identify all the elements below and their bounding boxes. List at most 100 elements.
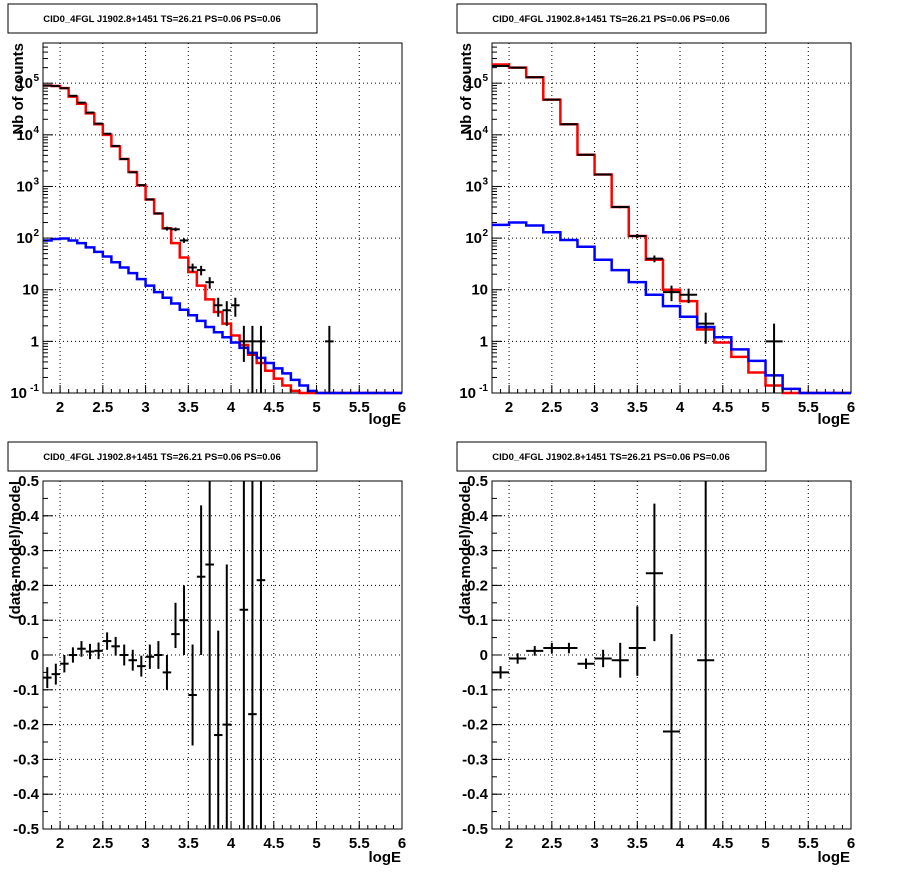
data-point bbox=[256, 481, 266, 829]
y-tick-label: 10 bbox=[16, 127, 33, 144]
y-tick-label: -0.5 bbox=[13, 821, 39, 838]
x-tick-label: 3.5 bbox=[178, 835, 199, 852]
plot-frame bbox=[491, 42, 852, 394]
y-tick-label: 10 bbox=[22, 282, 39, 299]
title-box bbox=[456, 3, 767, 34]
x-tick-labels: 2 2.5 3 3.5 4 4.5 5 5.5 6 bbox=[42, 821, 406, 852]
y-tick-label: 0.2 bbox=[467, 577, 488, 594]
x-axis-label: logE bbox=[369, 411, 402, 428]
model-histogram-red bbox=[43, 84, 402, 395]
data-point bbox=[213, 297, 223, 317]
x-axis-label: logE bbox=[818, 411, 851, 428]
x-tick-label: 2 bbox=[56, 835, 64, 852]
data-point bbox=[577, 153, 595, 156]
y-tick-label: -0.4 bbox=[462, 786, 489, 803]
y-tick-label: -0.3 bbox=[13, 751, 39, 768]
chart-title: CID0_4FGL J1902.8+1451 TS=26.21 PS=0.06 … bbox=[43, 452, 281, 463]
panel-residuals-left: 2 2.5 3 3.5 4 4.5 5 5.5 6 -0.5 -0.4 -0.3 -0.2 -0.1 0 0… bbox=[7, 441, 406, 866]
data-point bbox=[697, 481, 715, 829]
data-point bbox=[94, 122, 103, 125]
data-point bbox=[231, 297, 240, 317]
x-tick-label: 5.5 bbox=[349, 399, 370, 416]
x-tick-labels: 2 2.5 3 3.5 4 4.5 5 5.5 6 bbox=[491, 821, 855, 852]
panel-residuals-right: 2 2.5 3 3.5 4 4.5 5 5.5 6 -0.5 -0.4 -0.3 -0.2 -0.1 0 0… bbox=[456, 441, 855, 866]
data-point bbox=[248, 481, 257, 829]
data-points bbox=[492, 65, 783, 393]
data-point bbox=[509, 653, 527, 664]
y-tick-exponent: 4 bbox=[33, 125, 39, 136]
data-point bbox=[697, 312, 715, 344]
data-point bbox=[60, 655, 69, 673]
x-tick-label: 5.5 bbox=[349, 835, 370, 852]
y-tick-label: -0.1 bbox=[462, 682, 488, 699]
x-tick-label: 4 bbox=[676, 399, 685, 416]
y-tick-label: 0.3 bbox=[467, 543, 488, 560]
y-tick-label: -0.5 bbox=[462, 821, 488, 838]
data-point bbox=[162, 655, 172, 690]
x-tick-label: 6 bbox=[398, 399, 406, 416]
x-tick-label: 2.5 bbox=[92, 835, 113, 852]
data-point bbox=[171, 227, 180, 232]
x-tick-label: 2.5 bbox=[92, 399, 113, 416]
x-tick-label: 2.5 bbox=[541, 835, 562, 852]
data-point bbox=[154, 212, 163, 215]
data-point bbox=[628, 234, 646, 239]
x-tick-label: 5.5 bbox=[798, 835, 819, 852]
data-point bbox=[628, 606, 646, 676]
data-point bbox=[594, 649, 612, 668]
data-point bbox=[680, 288, 698, 304]
x-axis-label: logE bbox=[818, 849, 851, 866]
x-tick-label: 3 bbox=[590, 835, 598, 852]
y-tick-exponent: -1 bbox=[479, 383, 488, 394]
x-tick-label: 3 bbox=[590, 399, 598, 416]
y-tick-exponent: 4 bbox=[482, 125, 488, 136]
y-tick-label: 0.5 bbox=[18, 473, 39, 490]
y-tick-exponent: 5 bbox=[482, 73, 488, 84]
data-point bbox=[239, 481, 249, 829]
x-tick-label: 4.5 bbox=[263, 835, 284, 852]
x-tick-label: 5 bbox=[312, 399, 320, 416]
data-point bbox=[43, 667, 52, 689]
x-tick-label: 3.5 bbox=[627, 399, 648, 416]
data-point bbox=[662, 285, 681, 302]
x-tick-label: 4 bbox=[227, 399, 236, 416]
y-tick-label: 0.1 bbox=[467, 612, 488, 629]
grid-lines bbox=[492, 43, 851, 393]
data-point bbox=[196, 505, 206, 655]
x-tick-labels: 2 2.5 3 3.5 4 4.5 5 5.5 6 bbox=[42, 385, 406, 416]
x-tick-label: 2 bbox=[505, 399, 513, 416]
data-point bbox=[526, 645, 544, 656]
data-point bbox=[196, 265, 206, 276]
y-tick-label: -0.4 bbox=[13, 786, 40, 803]
data-point bbox=[213, 630, 223, 829]
data-point bbox=[111, 144, 120, 147]
data-points bbox=[492, 481, 715, 829]
x-tick-label: 3.5 bbox=[178, 399, 199, 416]
data-point bbox=[119, 644, 129, 666]
data-point bbox=[111, 636, 120, 656]
data-point bbox=[68, 647, 78, 663]
chart-title: CID0_4FGL J1902.8+1451 TS=26.21 PS=0.06 … bbox=[43, 14, 281, 25]
y-tick-label: 10 bbox=[16, 178, 33, 195]
x-tick-label: 4 bbox=[227, 835, 236, 852]
data-point bbox=[51, 663, 61, 685]
y-tick-exponent: -1 bbox=[30, 383, 39, 394]
x-tick-label: 3 bbox=[141, 399, 149, 416]
data-point bbox=[205, 481, 214, 829]
y-axis-label: Nb of counts bbox=[458, 43, 475, 135]
y-tick-label: 10 bbox=[16, 75, 33, 92]
y-tick-label: 0 bbox=[31, 647, 39, 664]
data-point bbox=[179, 585, 189, 655]
data-point bbox=[119, 158, 129, 161]
title-box bbox=[7, 441, 318, 472]
data-point bbox=[85, 643, 95, 660]
x-tick-label: 2.5 bbox=[541, 399, 562, 416]
data-point bbox=[645, 503, 663, 642]
y-tick-label: 0 bbox=[480, 647, 488, 664]
model-histogram-blue bbox=[492, 221, 851, 395]
x-tick-label: 4 bbox=[676, 835, 685, 852]
data-point bbox=[577, 658, 595, 669]
y-tick-label: 10 bbox=[465, 75, 482, 92]
data-point bbox=[662, 634, 681, 829]
